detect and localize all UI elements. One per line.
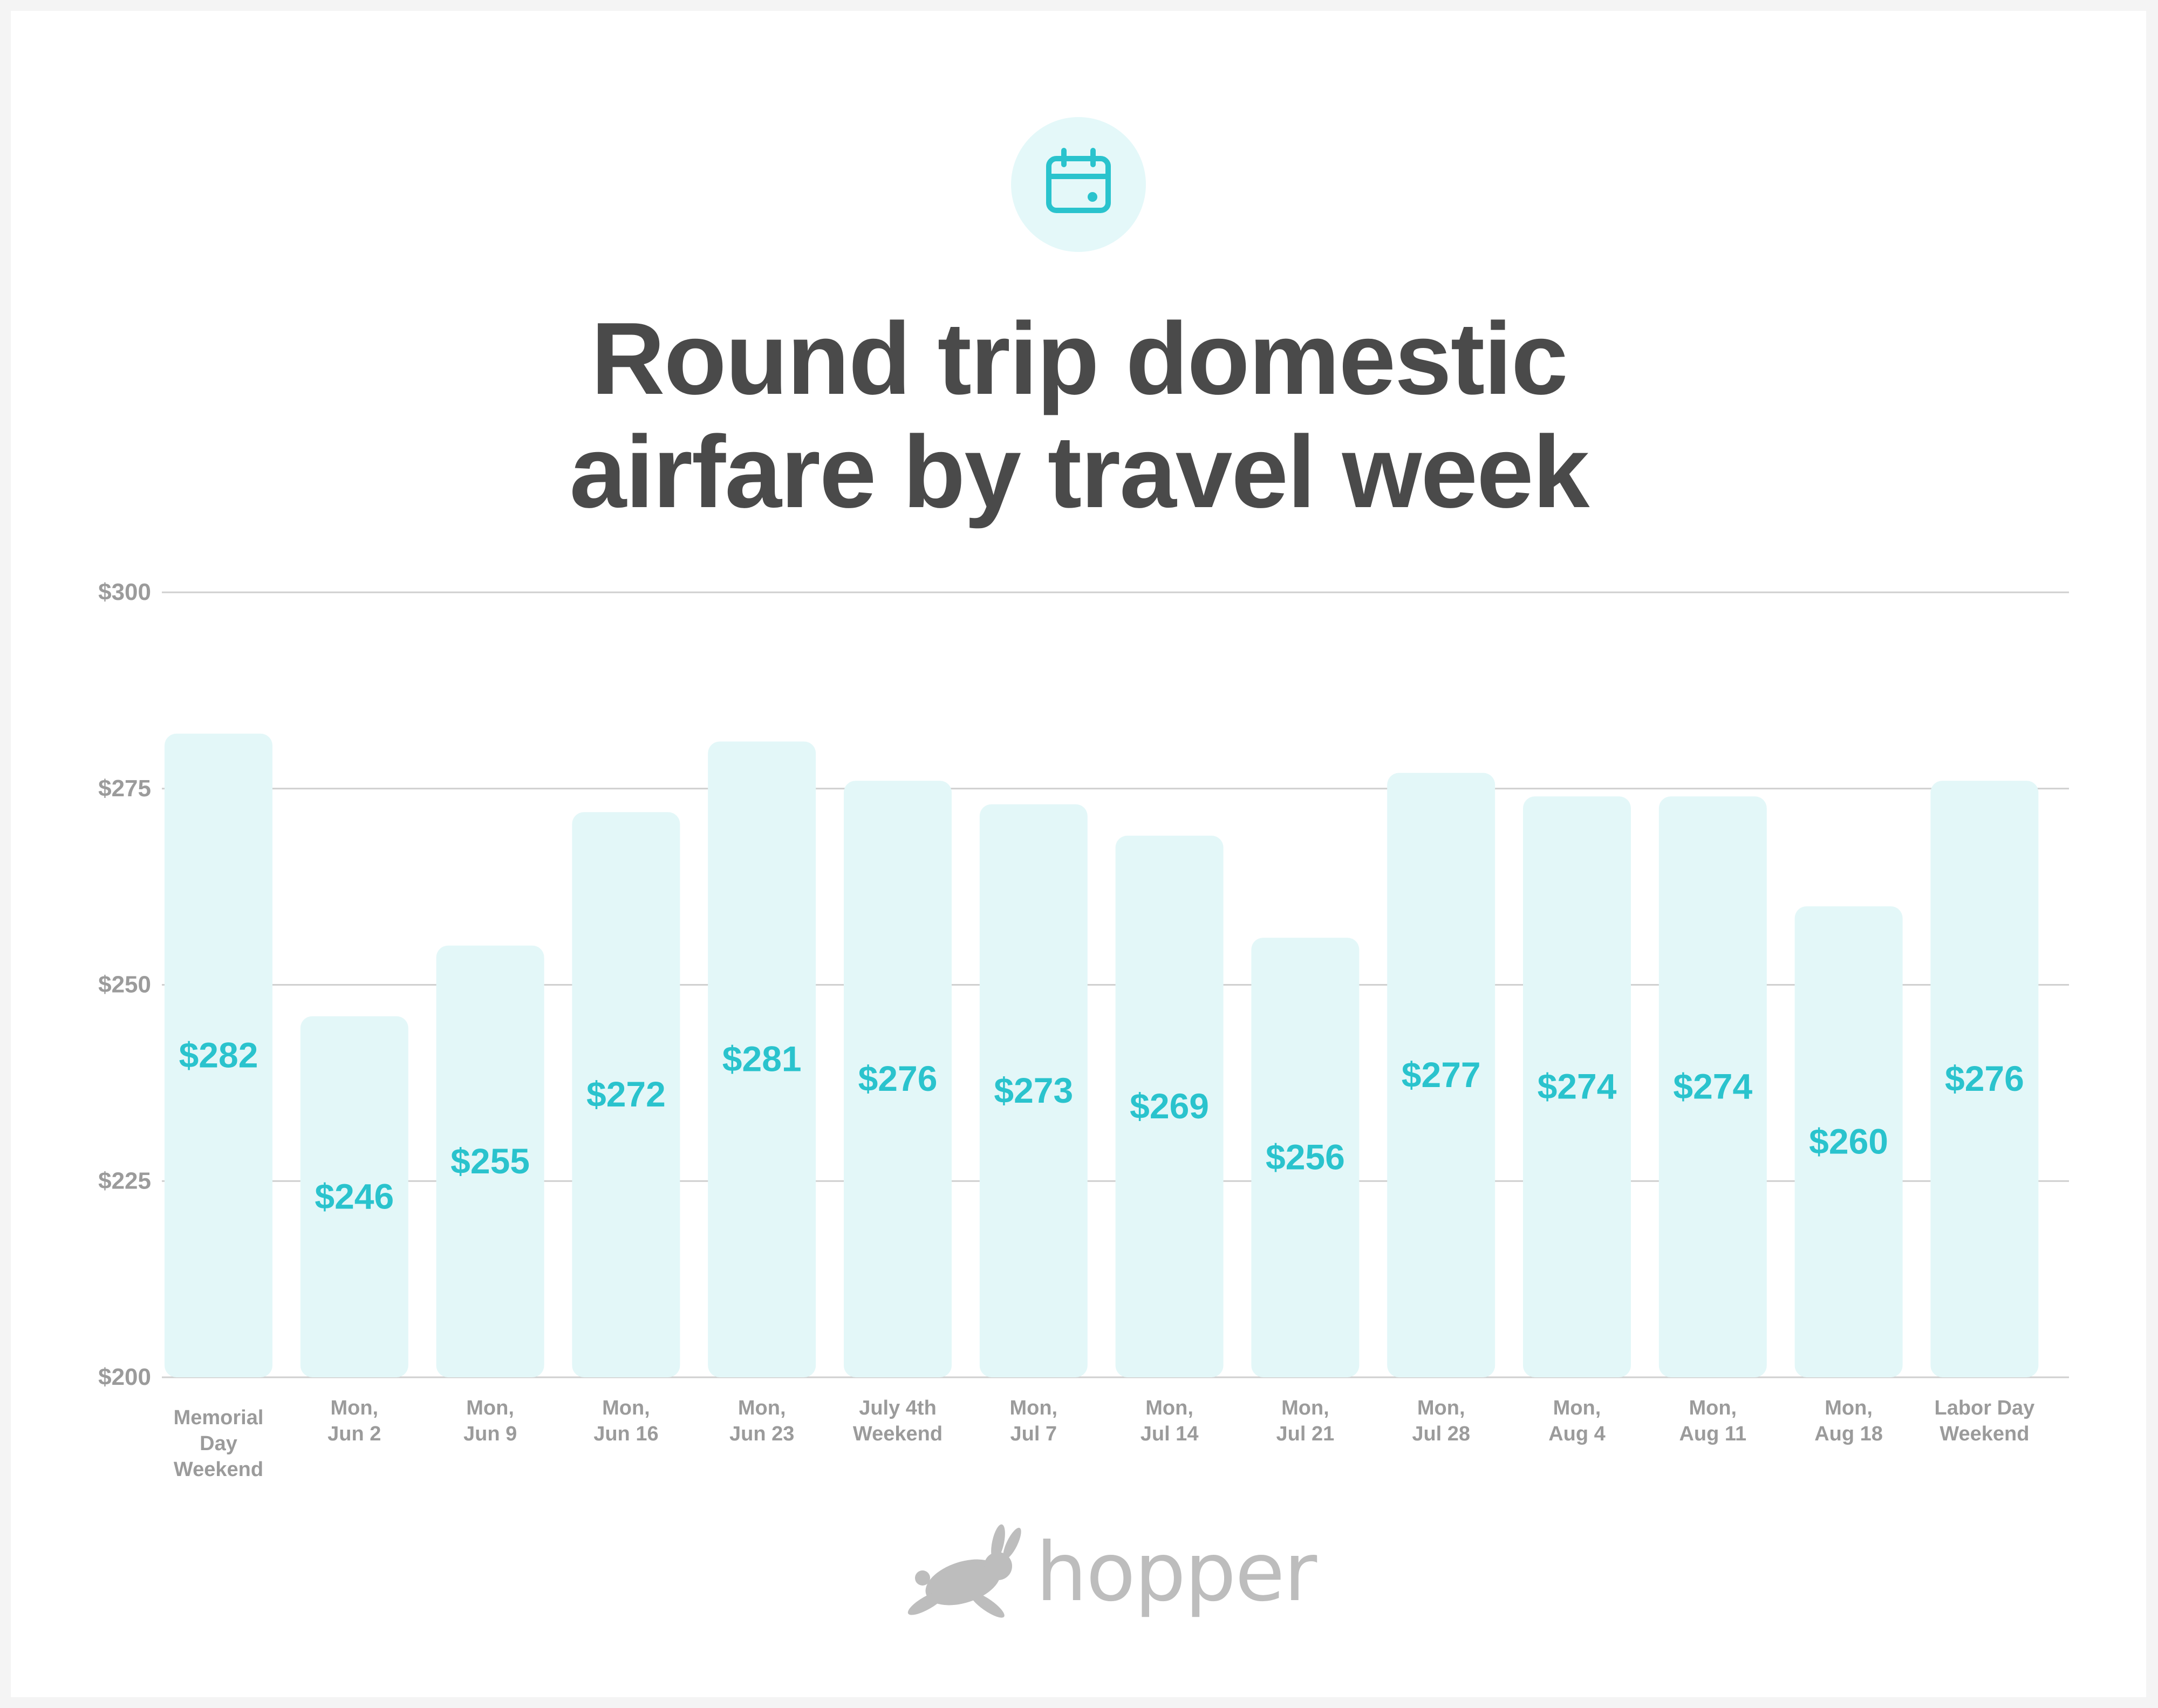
x-tick-label: Mon, (330, 1397, 378, 1419)
bar-value-label: $276 (1945, 1058, 2024, 1098)
bar (1794, 906, 1903, 1377)
title-line-2: airfare by travel week (569, 415, 1590, 529)
bar (708, 741, 816, 1377)
x-tick-label: Labor Day (1934, 1397, 2034, 1419)
x-tick-label: Jun 16 (593, 1423, 658, 1445)
x-tick-label: Weekend (174, 1458, 263, 1481)
bar (1387, 773, 1495, 1377)
y-tick-label: $225 (98, 1167, 151, 1194)
bar (572, 812, 680, 1377)
bar-chart: $282 $246 $255 $272 $281 $276 $273 $269 $256 $277… (98, 579, 2069, 1481)
x-tick-label: Mon, (1417, 1397, 1465, 1419)
bar-value-label: $276 (858, 1058, 938, 1098)
title-line-1: Round trip domestic (591, 302, 1568, 416)
x-tick-label: Jul 21 (1276, 1423, 1335, 1445)
bar (1523, 796, 1631, 1377)
x-tick-label: Weekend (853, 1423, 943, 1445)
x-tick-label: Aug 18 (1814, 1423, 1883, 1445)
bar-value-label: $256 (1266, 1137, 1345, 1177)
bar (436, 945, 544, 1377)
x-tick-label: Jun 23 (729, 1423, 794, 1445)
x-tick-label: Memorial (174, 1406, 264, 1429)
x-tick-label: Mon, (602, 1397, 650, 1419)
bar (1115, 836, 1224, 1377)
bar-value-label: $273 (994, 1070, 1073, 1110)
x-tick-label: Mon, (1281, 1397, 1329, 1419)
x-tick-label: Jul 7 (1010, 1423, 1057, 1445)
calendar-icon (1011, 117, 1146, 252)
x-tick-label: Day (200, 1432, 237, 1455)
x-tick-label: Mon, (1145, 1397, 1193, 1419)
bar (300, 1016, 408, 1377)
x-tick-label: Jun 9 (463, 1423, 517, 1445)
bar-value-label: $274 (1538, 1067, 1617, 1106)
bar-value-label: $255 (450, 1141, 530, 1181)
x-tick-label: Weekend (1940, 1423, 2029, 1445)
bar (1930, 781, 2039, 1377)
x-tick-label: Mon, (738, 1397, 786, 1419)
bar-value-label: $277 (1402, 1055, 1481, 1095)
page-title: Round trip domestic airfare by travel we… (0, 302, 2158, 529)
bar-value-label: $272 (586, 1074, 666, 1114)
bar (844, 781, 952, 1377)
rabbit-icon (907, 1524, 1021, 1618)
bar (979, 804, 1088, 1377)
hopper-logo: hopper (906, 1524, 1317, 1621)
bar (1251, 938, 1360, 1377)
x-tick-label: Mon, (1553, 1397, 1601, 1419)
x-tick-label: Mon, (1689, 1397, 1737, 1419)
logo-text: hopper (1036, 1526, 1317, 1620)
y-tick-label: $200 (98, 1364, 151, 1390)
x-tick-label: Jun 2 (327, 1423, 381, 1445)
bar-value-label: $260 (1809, 1122, 1888, 1162)
x-tick-label: Mon, (1825, 1397, 1873, 1419)
x-tick-label: July 4th (859, 1397, 937, 1419)
x-tick-label: Mon, (1009, 1397, 1057, 1419)
bar-value-label: $282 (179, 1035, 258, 1075)
bar-value-label: $274 (1673, 1067, 1752, 1106)
x-tick-label: Jul 14 (1141, 1423, 1199, 1445)
bar (165, 733, 272, 1377)
y-tick-label: $250 (98, 972, 151, 998)
x-tick-label: Aug 11 (1679, 1423, 1746, 1445)
bar (1658, 796, 1767, 1377)
y-tick-label: $275 (98, 775, 151, 802)
x-tick-label: Aug 4 (1548, 1423, 1606, 1445)
x-tick-label: Jul 28 (1412, 1423, 1470, 1445)
bar-value-label: $269 (1130, 1086, 1209, 1126)
y-tick-label: $300 (98, 579, 151, 605)
bar-value-label: $246 (315, 1176, 394, 1216)
x-tick-label: Mon, (466, 1397, 514, 1419)
bar-value-label: $281 (722, 1039, 802, 1079)
